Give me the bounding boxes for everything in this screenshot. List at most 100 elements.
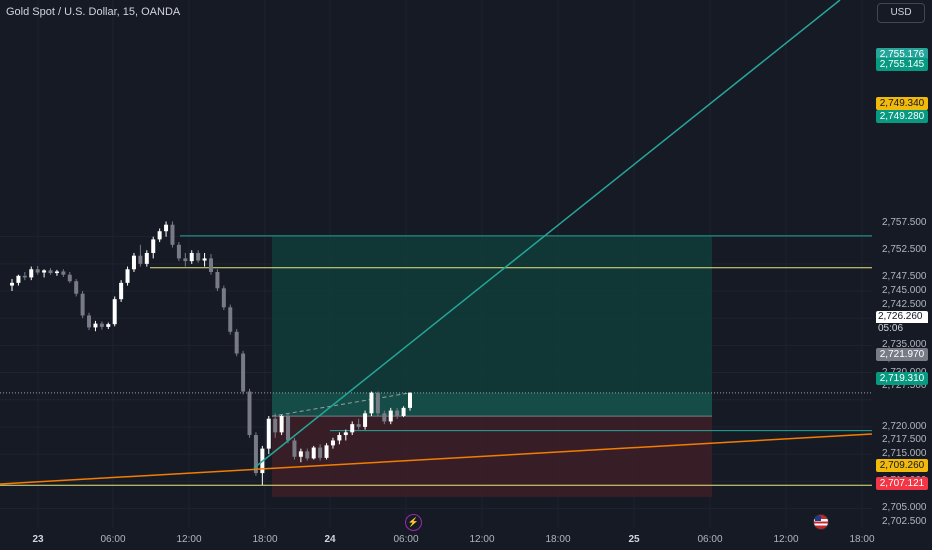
candle-body bbox=[311, 447, 316, 459]
trendlines[interactable] bbox=[0, 0, 873, 485]
price-axis-label: 2,705.000 bbox=[882, 502, 927, 514]
price-axis-label: 2,742.500 bbox=[882, 298, 927, 310]
candle-body bbox=[125, 269, 130, 283]
candle-body bbox=[176, 244, 181, 259]
target-price-tag: 2,755.145 bbox=[876, 58, 928, 71]
candle-body bbox=[318, 447, 323, 458]
price-axis-label: 2,735.000 bbox=[882, 339, 927, 351]
candle-body bbox=[93, 323, 98, 328]
candle-body bbox=[343, 432, 348, 436]
orange-trendline bbox=[0, 433, 873, 485]
support-tag-text: 2,709.260 bbox=[879, 460, 925, 471]
candle-body bbox=[16, 275, 21, 283]
yellow-line-tag: 2,749.340 bbox=[876, 97, 928, 110]
candle-body bbox=[170, 224, 175, 245]
candle-body bbox=[29, 269, 34, 278]
time-axis-label: 06:00 bbox=[393, 534, 419, 545]
us-flag-icon[interactable] bbox=[813, 514, 829, 530]
candle-body bbox=[382, 413, 387, 422]
time-axis-label: 25 bbox=[628, 534, 640, 545]
currency-button[interactable]: USD bbox=[877, 3, 925, 23]
yellow-line-tag-2: 2,749.280 bbox=[876, 110, 928, 123]
symbol-title[interactable]: Gold Spot / U.S. Dollar, 15, OANDA bbox=[6, 6, 181, 18]
candle-body bbox=[337, 435, 342, 441]
time-axis-label: 06:00 bbox=[697, 534, 723, 545]
candle-body bbox=[253, 435, 258, 474]
price-axis-label: 2,752.500 bbox=[882, 244, 927, 256]
price-axis-label: 2,720.000 bbox=[882, 420, 927, 432]
time-axis-label: 12:00 bbox=[773, 534, 799, 545]
candle-body bbox=[74, 281, 79, 294]
candle-body bbox=[151, 239, 156, 253]
time-axis-label: 18:00 bbox=[849, 534, 875, 545]
candle-body bbox=[87, 315, 92, 328]
candle-body bbox=[273, 418, 278, 433]
position-zones[interactable] bbox=[271, 235, 712, 497]
candle-body bbox=[35, 269, 40, 273]
candle-body bbox=[157, 231, 162, 240]
candle-body bbox=[119, 282, 124, 300]
time-axis-label: 12:00 bbox=[469, 534, 495, 545]
candle-body bbox=[324, 445, 329, 458]
candle-body bbox=[112, 299, 117, 325]
candle-body bbox=[202, 258, 207, 261]
candle-body bbox=[80, 293, 85, 316]
candle-body bbox=[234, 331, 239, 354]
price-axis-label: 2,715.000 bbox=[882, 448, 927, 460]
candle-body bbox=[375, 392, 380, 414]
candle-body bbox=[106, 324, 111, 327]
lightning-icon[interactable]: ⚡ bbox=[405, 514, 422, 531]
price-axis-label: 2,717.500 bbox=[882, 434, 927, 446]
price-axis-label: 2,747.500 bbox=[882, 271, 927, 283]
candle-body bbox=[408, 392, 412, 408]
candle-body bbox=[138, 255, 143, 264]
time-axis-label: 18:00 bbox=[545, 534, 571, 545]
candle-body bbox=[42, 270, 47, 273]
candle-body bbox=[298, 451, 303, 457]
candle-body bbox=[395, 410, 400, 417]
candle-body bbox=[241, 353, 246, 392]
candle-body bbox=[183, 258, 188, 262]
candle-body bbox=[209, 258, 213, 272]
teal-level-tag: 2,719.310 bbox=[876, 372, 928, 385]
candle-body bbox=[189, 252, 194, 262]
candle-body bbox=[22, 275, 27, 278]
candle-body bbox=[67, 274, 72, 282]
price-axis-label: 2,702.500 bbox=[882, 516, 927, 527]
candle-body bbox=[266, 418, 271, 449]
price-axis-label: 2,757.500 bbox=[882, 217, 927, 229]
candle-body bbox=[292, 440, 297, 457]
time-axis-label: 24 bbox=[324, 534, 336, 545]
candle-body bbox=[54, 271, 59, 274]
candle-body bbox=[369, 392, 374, 414]
target-upper-tag: 2,755.176 bbox=[876, 48, 928, 61]
target-zone bbox=[272, 235, 712, 417]
candle-body bbox=[131, 255, 136, 270]
candle-body bbox=[330, 440, 335, 446]
candle-body bbox=[356, 424, 361, 427]
rising-trendline bbox=[253, 0, 841, 469]
countdown-text: 05:06 bbox=[876, 323, 928, 335]
yellow-line-tag-text: 2,749.340 bbox=[879, 98, 925, 109]
candle-body bbox=[247, 391, 252, 436]
candle-body bbox=[221, 288, 226, 308]
candle-body bbox=[279, 416, 284, 433]
candle-body bbox=[350, 424, 355, 433]
time-axis-label: 06:00 bbox=[100, 534, 126, 545]
candles bbox=[10, 221, 412, 486]
target-upper-tag-text: 2,755.176 bbox=[879, 49, 925, 60]
candle-body bbox=[286, 416, 291, 441]
price-axis-label: 2,727.500 bbox=[882, 380, 927, 392]
entry-price-tag-text: 2,721.970 bbox=[879, 349, 925, 360]
current-price-tag: 2,726.260 05:06 bbox=[876, 311, 928, 335]
candle-body bbox=[48, 270, 53, 274]
price-levels[interactable] bbox=[0, 235, 872, 486]
candle-body bbox=[61, 271, 66, 275]
candle-body bbox=[228, 307, 233, 332]
candle-body bbox=[196, 252, 201, 261]
teal-level-tag-text: 2,719.310 bbox=[879, 373, 925, 384]
stop-price-tag: 2,707.121 bbox=[876, 477, 928, 490]
projection-line bbox=[271, 392, 411, 417]
candle-body bbox=[363, 413, 368, 427]
